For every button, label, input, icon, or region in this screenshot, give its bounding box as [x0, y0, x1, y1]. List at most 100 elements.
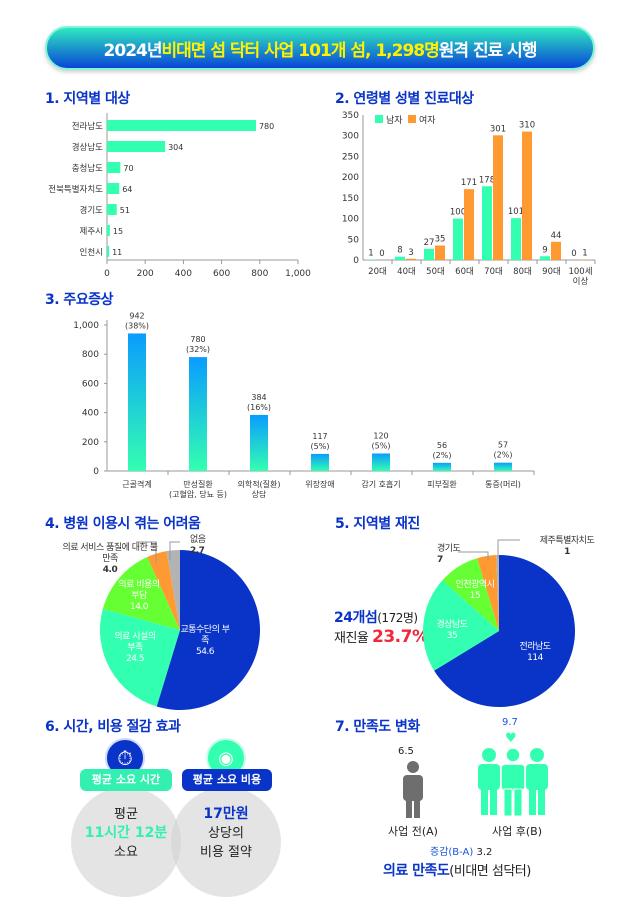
cost-badge: 평균 소요 비용 [182, 769, 272, 791]
value-label: 1 [368, 249, 373, 259]
bar [311, 453, 329, 471]
bar [107, 183, 120, 194]
category-label: 전북특별자치도 [48, 184, 103, 195]
y-tick-label: 0 [93, 467, 99, 477]
legend-swatch-male [375, 115, 383, 123]
before-label: 사업 전(A) [388, 825, 438, 838]
percent-label: (32%) [186, 345, 210, 354]
legend-label-male: 남자 [386, 115, 403, 126]
symptoms-bar-chart: 0 200 400 600 800 1,000 942(38%) 근골격계 780(32%) 만성… [73, 311, 535, 499]
x-tick-label: 80대 [513, 267, 532, 277]
title-post: 원격 진료 시행 [438, 40, 538, 61]
time-circle [71, 787, 181, 897]
after-value: 9.7 [502, 717, 518, 728]
bar [250, 414, 268, 471]
value-label: 171 [461, 178, 477, 188]
bar-male [511, 218, 521, 260]
value-label: 35 [435, 235, 446, 245]
value-label: 44 [551, 231, 562, 241]
bar-male [424, 248, 434, 260]
bar [107, 246, 110, 257]
bar [107, 204, 117, 215]
section-title-savings: 6. 시간, 비용 절감 효과 [45, 719, 181, 735]
x-tick-label: 감기 호흡기 [361, 479, 400, 489]
value-label: 9 [542, 245, 547, 255]
pie4-label-facility: 의료 시설의 부족 24.5 [114, 632, 156, 664]
category-label: 경상남도 [72, 142, 103, 153]
value-label: 0 [379, 249, 384, 259]
x-tick-label: (고혈압, 당뇨 등) [169, 489, 227, 499]
x-tick-label: 50대 [426, 267, 445, 277]
pie4-label-transport: 교통수단의 부족 54.6 [180, 625, 230, 657]
pie-slice [423, 580, 499, 671]
x-tick-label: 피부질환 [427, 479, 457, 489]
value-label: 304 [168, 143, 183, 152]
bar [189, 357, 207, 471]
pie5-label-jeonnam: 전라남도 114 [519, 642, 551, 663]
time-badge: 평균 소요 시간 [80, 769, 172, 791]
y-tick-label: 800 [82, 350, 99, 360]
bar [107, 120, 256, 131]
pie-slice [496, 555, 499, 631]
x-tick-label: 위장장애 [305, 479, 334, 489]
percent-label: (16%) [247, 403, 271, 412]
legend-swatch-female [408, 115, 416, 123]
value-label: 70 [123, 164, 133, 173]
value-label: 51 [120, 206, 130, 215]
bar [372, 453, 390, 471]
cost-text: 17만원 상당의 비용 절약 [200, 806, 252, 860]
value-label: 57 [498, 441, 508, 450]
pie-slice [147, 551, 180, 630]
bar-male [482, 186, 492, 260]
time-text: 평균 11시간 12분 소요 [84, 807, 168, 860]
pie5-label-gyeonggi: 경기도 7 [437, 544, 461, 565]
legend-label-female: 여자 [419, 114, 436, 126]
title-pre: 2024년 [103, 40, 163, 61]
y-tick-label: 150 [342, 194, 359, 204]
bar-female [406, 258, 416, 260]
x-tick-label: 90대 [542, 267, 561, 277]
pie4-label-cost: 의료 비용의 부담 14.0 [118, 580, 160, 612]
value-label: 780 [190, 335, 205, 344]
section-title-age-sex: 2. 연령별 성별 진료대상 [335, 91, 474, 107]
cost-circle [171, 787, 281, 897]
x-tick-label: 40대 [397, 267, 416, 277]
revisit-leader-lines [458, 539, 520, 560]
bar-female [435, 245, 445, 260]
pie-slice [477, 555, 499, 631]
difficulty-pie-chart [100, 550, 260, 710]
value-label: 15 [113, 227, 123, 236]
y-tick-label: 100 [342, 215, 359, 225]
x-tick-label: 200 [137, 269, 154, 279]
category-label: 충청남도 [72, 164, 103, 174]
revisit-pie-chart [423, 555, 575, 707]
x-tick-label: 상담 [252, 489, 267, 499]
y-tick-label: 200 [342, 173, 359, 183]
value-label: 942 [129, 311, 144, 320]
people-after-icon [478, 747, 548, 817]
x-tick-label: 1,000 [285, 269, 311, 279]
bar-male [540, 256, 550, 260]
bar [107, 162, 121, 173]
heart-icon: ♥ [505, 731, 517, 746]
category-label: 제주시 [80, 227, 103, 237]
section-title-satisfaction: 7. 만족도 변화 [335, 719, 420, 735]
y-tick-label: 350 [342, 111, 359, 121]
bar-female [522, 131, 532, 260]
bar [107, 225, 110, 236]
y-tick-label: 600 [82, 379, 99, 389]
value-label: 310 [519, 121, 535, 131]
y-tick-label: 200 [82, 438, 99, 448]
y-tick-label: 300 [342, 132, 359, 142]
percent-label: (38%) [125, 321, 149, 330]
percent-label: (2%) [494, 451, 513, 460]
x-tick-label: 만성질환 [183, 479, 213, 489]
pie4-label-none: 없음 2.7 [190, 535, 206, 556]
section-title-symptoms: 3. 주요증상 [45, 292, 113, 308]
value-label: 0 [571, 249, 576, 259]
category-label: 전라남도 [72, 121, 103, 132]
value-label: 301 [490, 124, 506, 134]
x-tick-label: 600 [213, 269, 230, 279]
x-tick-label: 근골격계 [122, 479, 151, 489]
pie-slice [156, 550, 260, 710]
